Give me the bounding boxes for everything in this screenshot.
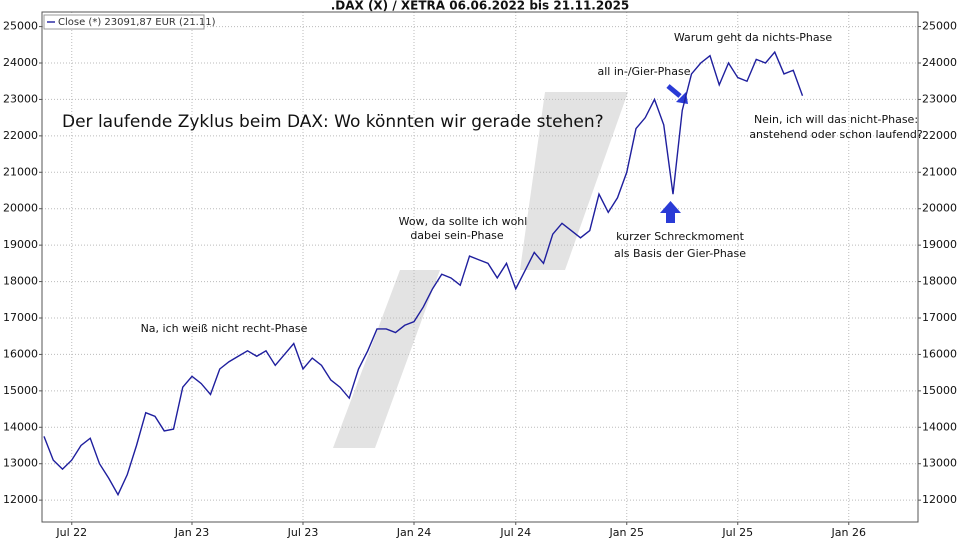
annotation: Na, ich weiß nicht recht-Phase — [141, 322, 308, 335]
y2-tick-label: 19000 — [922, 238, 957, 251]
arrow — [666, 84, 682, 98]
y-tick-label: 13000 — [3, 457, 38, 470]
arrow — [666, 212, 675, 223]
y2-tick-label: 13000 — [922, 457, 957, 470]
y2-tick-label: 22000 — [922, 129, 957, 142]
y2-tick-label: 18000 — [922, 275, 957, 288]
data-line — [43, 50, 804, 497]
annotation: all in-/Gier-Phase — [597, 65, 690, 78]
annotation: anstehend oder schon laufend? — [749, 128, 923, 141]
y-tick-label: 22000 — [3, 129, 38, 142]
x-tick-label: Jan 23 — [174, 526, 209, 539]
annotation: dabei sein-Phase — [410, 229, 504, 242]
x-tick-label: Jan 26 — [831, 526, 866, 539]
x-tick-label: Jul 25 — [721, 526, 753, 539]
y2-tick-label: 21000 — [922, 165, 957, 178]
y-tick-label: 23000 — [3, 92, 38, 105]
y2-tick-label: 24000 — [922, 56, 957, 69]
y-tick-label: 19000 — [3, 238, 38, 251]
arrow-head — [660, 201, 681, 213]
y2-tick-label: 12000 — [922, 493, 957, 506]
annotation: als Basis der Gier-Phase — [614, 247, 746, 260]
y2-tick-label: 16000 — [922, 347, 957, 360]
plot-frame — [41, 11, 919, 523]
y-tick-label: 14000 — [3, 420, 38, 433]
y-tick-label: 16000 — [3, 347, 38, 360]
annotation: Warum geht da nichts-Phase — [674, 31, 833, 44]
highlight-band — [520, 92, 628, 270]
y-tick-label: 24000 — [3, 56, 38, 69]
x-tick-label: Jan 25 — [609, 526, 644, 539]
annotation: Der laufende Zyklus beim DAX: Wo könnten… — [62, 112, 604, 132]
y-tick-label: 17000 — [3, 311, 38, 324]
y2-tick-label: 25000 — [922, 20, 957, 33]
y-tick-label: 20000 — [3, 202, 38, 215]
y-tick-label: 18000 — [3, 275, 38, 288]
annotation: Wow, da sollte ich wohl — [399, 215, 528, 228]
legend: Close (*) 23091,87 EUR (21.11) — [43, 14, 216, 30]
y2-tick-label: 15000 — [922, 384, 957, 397]
chart-title: .DAX (X) / XETRA 06.06.2022 bis 21.11.20… — [331, 0, 630, 13]
y-tick-label: 15000 — [3, 384, 38, 397]
y2-tick-label: 23000 — [922, 92, 957, 105]
highlight-band — [333, 270, 440, 448]
x-tick-label: Jul 23 — [287, 526, 319, 539]
annotation: Nein, ich will das nicht-Phase: — [754, 113, 918, 126]
y2-tick-label: 14000 — [922, 420, 957, 433]
x-tick-label: Jul 22 — [55, 526, 87, 539]
legend-label: Close (*) 23091,87 EUR (21.11) — [58, 17, 216, 28]
legend-box — [43, 14, 205, 30]
y-tick-label: 12000 — [3, 493, 38, 506]
y2-tick-label: 20000 — [922, 202, 957, 215]
annotation: kurzer Schreckmoment — [616, 230, 744, 243]
y-tick-label: 21000 — [3, 165, 38, 178]
y2-tick-label: 17000 — [922, 311, 957, 324]
x-tick-label: Jan 24 — [396, 526, 431, 539]
x-tick-label: Jul 24 — [499, 526, 531, 539]
y-tick-label: 25000 — [3, 20, 38, 33]
